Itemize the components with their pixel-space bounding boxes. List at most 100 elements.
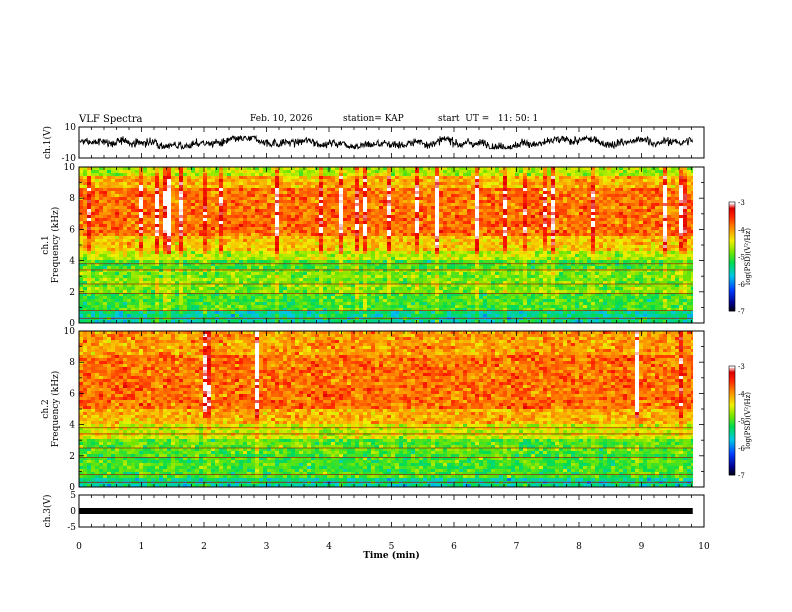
spectrogram-cell (355, 275, 360, 279)
spectrogram-cell (383, 179, 388, 183)
spectrogram-cell (403, 200, 408, 204)
spectrogram-cell (163, 179, 168, 183)
spectrogram-cell (259, 182, 264, 186)
spectrogram-cell (211, 260, 216, 264)
spectrogram-cell (319, 293, 324, 297)
spectrogram-cell (87, 242, 92, 246)
spectrogram-cell (299, 257, 304, 261)
spectrogram-cell (151, 314, 156, 318)
spectrogram-cell (143, 257, 148, 261)
spectrogram-cell (203, 236, 208, 240)
spectrogram-cell (99, 281, 104, 285)
spectrogram-cell (163, 263, 168, 267)
spectrogram-cell (223, 209, 228, 213)
spectrogram-cell (111, 200, 116, 204)
spectrogram-cell (211, 203, 216, 207)
spectrogram-cell (203, 251, 208, 255)
spectrogram-cell (343, 275, 348, 279)
spectrogram-cell (135, 308, 140, 312)
spectrogram-cell (431, 185, 436, 189)
spectrogram-cell (183, 320, 188, 324)
spectrogram-cell (287, 242, 292, 246)
spectrogram-cell (167, 206, 172, 210)
spectrogram-cell (311, 170, 316, 174)
spectrogram-cell (243, 173, 248, 177)
spectrogram-cell (391, 215, 396, 219)
spectrogram-cell (239, 281, 244, 285)
spectrogram-cell (199, 200, 204, 204)
spectrogram-cell (307, 248, 312, 252)
spectrogram-cell (295, 254, 300, 258)
spectrogram-cell (139, 263, 144, 267)
spectrogram-cell (303, 203, 308, 207)
spectrogram-cell (155, 311, 160, 315)
spectrogram-cell (283, 302, 288, 306)
spectrogram-cell (243, 320, 248, 324)
spectrogram-cell (111, 245, 116, 249)
spectrogram-cell (139, 278, 144, 282)
spectrogram-cell (451, 191, 456, 195)
spectrogram-cell (119, 194, 124, 198)
spectrogram-cell (363, 185, 368, 189)
spectrogram-cell (171, 242, 176, 246)
spectrogram-cell (195, 287, 200, 291)
spectrogram-cell (359, 281, 364, 285)
spectrogram-cell (111, 263, 116, 267)
spectrogram-cell (291, 275, 296, 279)
spectrogram-cell (327, 260, 332, 264)
spectrogram-cell (295, 239, 300, 243)
spectrogram-cell (219, 227, 224, 231)
spectrogram-cell (179, 242, 184, 246)
spectrogram-cell (347, 179, 352, 183)
spectrogram-cell (267, 299, 272, 303)
spectrogram-cell (207, 200, 212, 204)
spectrogram-cell (171, 179, 176, 183)
spectrogram-cell (323, 185, 328, 189)
spectrogram-cell (139, 245, 144, 249)
spectrogram-cell (387, 302, 392, 306)
spectrogram-cell (271, 257, 276, 261)
spectrogram-cell (347, 287, 352, 291)
spectrogram-cell (275, 221, 280, 225)
spectrogram-cell (135, 176, 140, 180)
spectrogram-cell (367, 194, 372, 198)
spectrogram-cell (423, 206, 428, 210)
spectrogram-cell (407, 293, 412, 297)
spectrogram-cell (415, 170, 420, 174)
spectrogram-cell (187, 203, 192, 207)
spectrogram-cell (179, 281, 184, 285)
spectrogram-cell (175, 275, 180, 279)
spectrogram-cell (279, 290, 284, 294)
spectrogram-cell (259, 254, 264, 258)
spectrogram-cell (183, 284, 188, 288)
spectrogram-cell (271, 302, 276, 306)
spectrogram-cell (283, 287, 288, 291)
spectrogram-cell (283, 230, 288, 234)
spectrogram-cell (179, 287, 184, 291)
spectrogram-cell (231, 176, 236, 180)
spectrogram-cell (307, 167, 312, 171)
spectrogram-cell (315, 254, 320, 258)
spectrogram-cell (103, 179, 108, 183)
spectrogram-cell (211, 167, 216, 171)
spectrogram-cell (179, 227, 184, 231)
spectrogram-cell (91, 197, 96, 201)
spectrogram-cell (155, 248, 160, 252)
spectrogram-cell (295, 242, 300, 246)
spectrogram-cell (179, 185, 184, 189)
spectrogram-cell (267, 269, 272, 273)
spectrogram-cell (195, 263, 200, 267)
spectrogram-cell (215, 200, 220, 204)
spectrogram-cell (191, 224, 196, 228)
spectrogram-cell (371, 236, 376, 240)
spectrogram-cell (123, 218, 128, 222)
spectrogram-cell (147, 215, 152, 219)
spectrogram-cell (395, 320, 400, 324)
spectrogram-cell (379, 233, 384, 237)
spectrogram-cell (335, 179, 340, 183)
spectrogram-cell (179, 188, 184, 192)
spectrogram-cell (263, 245, 268, 249)
spectrogram-cell (335, 233, 340, 237)
spectrogram-cell (275, 203, 280, 207)
spectrogram-cell (183, 167, 188, 171)
